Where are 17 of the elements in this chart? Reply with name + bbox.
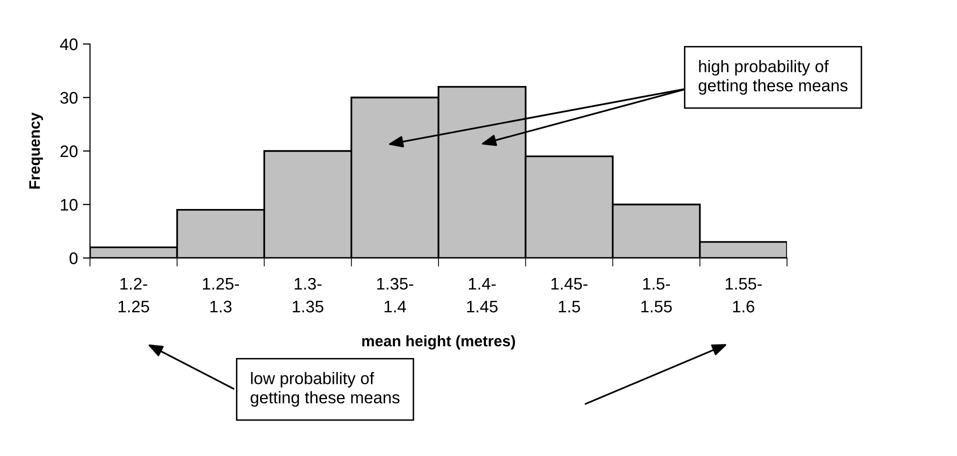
- y-tick-label: 10: [60, 198, 78, 211]
- x-tick-label: 1.55- 1.6: [726, 278, 762, 312]
- text: low probability of getting these means: [250, 372, 400, 407]
- annotation: high probability of getting these means: [698, 60, 848, 95]
- x-tick-label: 1.45- 1.5: [551, 278, 588, 312]
- x-tick-label: 1.5- 1.55: [641, 278, 672, 312]
- y-tick-label: 30: [60, 92, 78, 104]
- y-axis-title: Frequency: [29, 112, 43, 189]
- x-tick-label: 1.25- 1.3: [202, 278, 239, 312]
- y-tick-label: 40: [60, 38, 78, 50]
- x-tick-label: 1.2- 1.25: [118, 278, 150, 312]
- x-axis-title: mean height (metres): [362, 335, 515, 350]
- x-tick-label: 1.3- 1.35: [292, 278, 324, 312]
- y-tick-label: 0: [70, 252, 78, 264]
- x-tick-label: 1.4- 1.45: [467, 278, 498, 312]
- y-tick-label: 20: [60, 145, 78, 158]
- x-tick-label: 1.35- 1.4: [377, 278, 414, 312]
